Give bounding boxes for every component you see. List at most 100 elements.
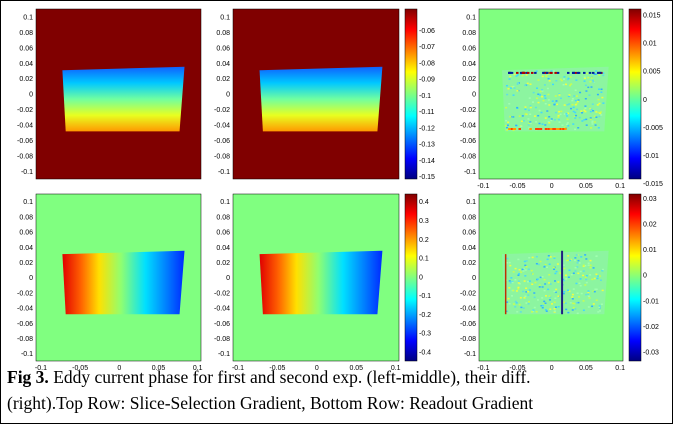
y-tick-label: -0.02 — [17, 290, 33, 297]
noise — [556, 103, 559, 106]
noise — [549, 299, 552, 301]
caption-line: (right).Top Row: Slice-Selection Gradien… — [7, 393, 534, 413]
noise — [510, 277, 513, 279]
noise — [528, 97, 531, 99]
artifact-line — [504, 254, 507, 315]
noise — [567, 311, 570, 314]
noise — [554, 310, 557, 312]
colorbar-label: -0.08 — [419, 60, 435, 67]
noise — [549, 296, 552, 298]
noise — [566, 78, 569, 81]
noise — [548, 104, 551, 106]
noise — [531, 283, 534, 286]
noise — [546, 87, 549, 90]
noise — [516, 83, 519, 85]
noise — [507, 87, 510, 90]
noise — [547, 77, 550, 80]
noise — [588, 94, 591, 96]
noise — [520, 120, 523, 122]
noise-edge — [554, 128, 557, 130]
colorbar-label: -0.01 — [643, 153, 659, 160]
noise — [602, 72, 605, 74]
noise — [585, 124, 588, 126]
noise — [585, 90, 588, 92]
noise — [582, 300, 585, 302]
noise — [553, 103, 556, 106]
noise — [557, 295, 560, 297]
noise — [601, 269, 604, 272]
noise — [598, 115, 601, 118]
noise — [579, 285, 582, 287]
noise — [582, 270, 585, 272]
noise — [587, 86, 590, 89]
x-tick-label: 0.1 — [615, 365, 625, 371]
noise — [568, 290, 571, 293]
noise — [594, 124, 597, 126]
y-tick-label: 0.02 — [462, 260, 476, 267]
noise — [547, 93, 550, 96]
colorbar-label: -0.005 — [643, 125, 663, 132]
noise — [548, 263, 551, 265]
y-tick-label: 0.02 — [19, 76, 33, 83]
noise — [574, 257, 577, 259]
noise — [555, 100, 558, 102]
noise — [522, 290, 525, 293]
noise — [543, 289, 546, 292]
noise — [592, 267, 595, 269]
y-tick-label: -0.1 — [464, 351, 476, 358]
noise — [576, 100, 579, 103]
noise — [580, 292, 583, 295]
noise — [554, 297, 557, 300]
noise — [553, 256, 556, 258]
noise — [564, 274, 567, 277]
noise — [575, 254, 578, 256]
colorbar-label: 0.005 — [643, 69, 661, 76]
noise — [571, 309, 574, 311]
noise — [583, 77, 586, 80]
noise — [569, 302, 572, 304]
noise — [592, 81, 595, 83]
y-tick-label: -0.08 — [460, 154, 476, 161]
noise — [525, 260, 528, 262]
noise — [544, 97, 547, 99]
noise — [529, 106, 532, 109]
noise — [575, 79, 578, 81]
noise — [554, 95, 557, 97]
noise — [528, 289, 531, 291]
noise — [507, 297, 510, 300]
x-tick-label: -0.1 — [477, 365, 489, 371]
noise-edge — [539, 128, 543, 130]
x-tick-label: 0 — [315, 365, 319, 371]
y-tick-label: 0 — [472, 92, 476, 99]
noise-edge — [599, 71, 602, 74]
noise — [506, 124, 509, 127]
noise — [544, 302, 547, 305]
x-tick-label: 0 — [117, 365, 121, 371]
noise — [509, 281, 512, 283]
noise — [579, 91, 582, 94]
y-tick-label: 0.08 — [462, 214, 476, 221]
noise — [557, 114, 560, 117]
noise — [567, 77, 570, 80]
noise-edge — [542, 71, 545, 74]
phase-region — [62, 66, 185, 132]
noise — [587, 76, 590, 79]
noise — [595, 273, 598, 276]
noise — [578, 262, 581, 264]
noise — [532, 309, 535, 311]
noise — [530, 269, 533, 272]
y-tick-label: 0.06 — [216, 230, 230, 237]
noise — [517, 258, 520, 261]
noise — [563, 76, 566, 78]
noise — [572, 288, 575, 290]
colorbar-label: -0.3 — [419, 331, 431, 338]
noise — [527, 303, 530, 305]
noise — [578, 116, 581, 119]
noise — [591, 79, 594, 82]
noise — [517, 280, 520, 282]
noise — [597, 98, 600, 101]
noise — [535, 255, 538, 258]
noise — [581, 120, 584, 122]
noise — [516, 90, 519, 92]
